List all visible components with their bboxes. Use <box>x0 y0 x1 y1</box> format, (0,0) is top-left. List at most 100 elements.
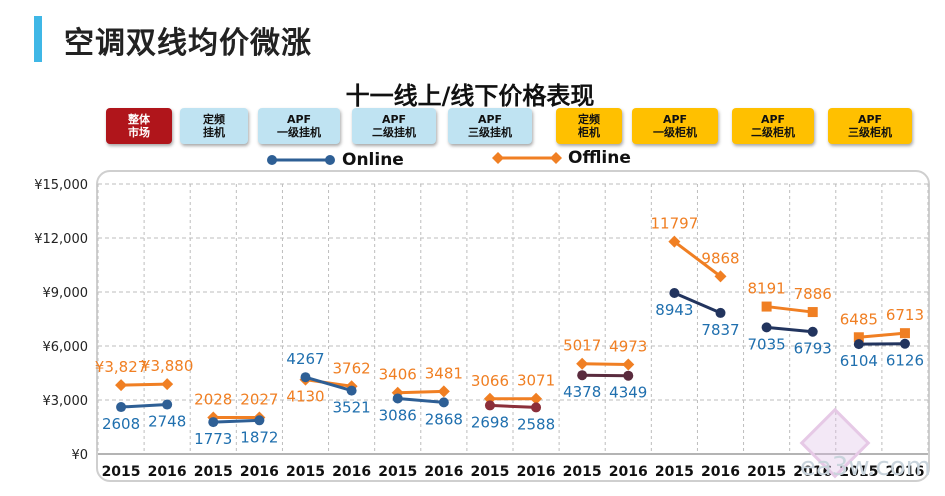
x-tick-label: 2016 <box>609 464 648 480</box>
online-data-label: 8943 <box>655 301 693 319</box>
online-data-label: 2698 <box>471 413 509 431</box>
online-data-label: 4378 <box>563 383 601 401</box>
category-tab-9[interactable]: APF 三级柜机 <box>828 108 912 144</box>
y-tick-label: ¥3,000 <box>43 394 89 409</box>
offline-point <box>576 357 589 370</box>
page-title: 空调双线均价微涨 <box>64 26 312 61</box>
online-point <box>438 397 449 408</box>
online-data-label: 7035 <box>748 335 786 353</box>
offline-point <box>115 379 128 392</box>
offline-point <box>807 307 818 318</box>
online-data-label: 3086 <box>379 406 417 424</box>
legend-offline-swatch <box>492 152 562 164</box>
legend-online-label: Online <box>342 150 404 170</box>
offline-point <box>437 385 450 398</box>
online-line <box>582 373 629 378</box>
offline-point <box>899 328 910 339</box>
online-line <box>766 325 813 334</box>
online-line <box>673 291 722 315</box>
online-line <box>305 375 353 393</box>
x-tick-label: 2015 <box>194 464 233 480</box>
x-tick-label: 2015 <box>102 464 141 480</box>
offline-data-label: ¥3,880 <box>141 357 194 375</box>
offline-point <box>161 378 174 391</box>
offline-data-label: 2027 <box>240 391 278 409</box>
offline-line <box>673 240 722 278</box>
online-point <box>484 400 495 411</box>
y-tick-label: ¥9,000 <box>43 286 89 301</box>
online-point <box>577 370 588 381</box>
offline-data-label: 6485 <box>840 310 878 328</box>
x-tick-label: 2016 <box>701 464 740 480</box>
category-tab-4[interactable]: APF 二级挂机 <box>352 108 436 144</box>
offline-data-label: 3406 <box>379 366 417 384</box>
x-tick-label: 2015 <box>378 464 417 480</box>
x-tick-label: 2015 <box>286 464 325 480</box>
y-tick-label: ¥0 <box>71 448 88 463</box>
category-tab-7[interactable]: APF 一级柜机 <box>632 108 718 144</box>
online-point <box>669 288 680 299</box>
legend-offline: Offline <box>492 148 631 168</box>
offline-data-label: 5017 <box>563 337 601 355</box>
legend-offline-label: Offline <box>568 148 631 168</box>
online-data-label: 6104 <box>840 352 878 370</box>
online-data-label: 3521 <box>333 399 371 417</box>
online-line <box>120 403 168 409</box>
offline-data-label: 9868 <box>701 249 739 267</box>
online-data-label: 2588 <box>517 415 555 433</box>
legend-online: Online <box>266 150 404 170</box>
title-accent-bar <box>34 16 42 62</box>
online-line <box>489 403 537 409</box>
x-tick-label: 2016 <box>517 464 556 480</box>
online-point <box>761 322 772 333</box>
y-tick-label: ¥6,000 <box>43 340 89 355</box>
x-tick-label: 2016 <box>793 464 832 480</box>
x-tick-label: 2015 <box>470 464 509 480</box>
x-tick-label: 2016 <box>240 464 279 480</box>
offline-data-label: 3762 <box>333 359 371 377</box>
category-tab-3[interactable]: APF 一级挂机 <box>258 108 340 144</box>
online-line <box>397 396 444 404</box>
online-point <box>346 385 357 396</box>
category-tab-6[interactable]: 定频 柜机 <box>556 108 622 144</box>
online-point <box>807 326 818 337</box>
online-point <box>116 402 127 413</box>
category-tab-8[interactable]: APF 二级柜机 <box>732 108 814 144</box>
online-point <box>162 399 173 410</box>
online-data-label: 6126 <box>886 352 924 370</box>
category-tab-5[interactable]: APF 三级挂机 <box>448 108 532 144</box>
x-tick-label: 2015 <box>839 464 878 480</box>
x-tick-label: 2016 <box>332 464 371 480</box>
offline-point <box>622 358 635 371</box>
online-point <box>899 338 910 349</box>
category-tab-2[interactable]: 定频 挂机 <box>180 108 248 144</box>
category-tab-1[interactable]: 整体 市场 <box>106 108 172 144</box>
x-tick-label: 2015 <box>655 464 694 480</box>
offline-line <box>121 382 168 387</box>
offline-data-label: 11797 <box>651 215 699 233</box>
offline-data-label: 3066 <box>471 372 509 390</box>
offline-line <box>582 362 629 366</box>
offline-point <box>714 270 727 283</box>
online-point <box>531 402 542 413</box>
offline-point <box>668 235 681 248</box>
x-tick-label: 2015 <box>563 464 602 480</box>
offline-data-label: 7886 <box>794 285 832 303</box>
offline-line <box>397 389 444 395</box>
online-data-label: 2748 <box>148 413 186 431</box>
offline-data-label: 3071 <box>517 372 555 390</box>
online-data-label: 6793 <box>794 340 832 358</box>
y-tick-label: ¥15,000 <box>34 178 88 193</box>
online-data-label: 4349 <box>609 384 647 402</box>
offline-point <box>853 332 864 343</box>
online-point <box>715 307 726 318</box>
offline-data-label: 4973 <box>609 337 647 355</box>
y-tick-label: ¥12,000 <box>34 232 88 247</box>
chart-title: 十一线上/线下价格表现 <box>345 82 595 110</box>
online-data-label: 2868 <box>425 410 463 428</box>
online-point <box>254 415 265 426</box>
offline-point <box>761 301 772 312</box>
offline-line <box>766 305 813 314</box>
online-point <box>300 372 311 383</box>
offline-line <box>858 331 906 339</box>
